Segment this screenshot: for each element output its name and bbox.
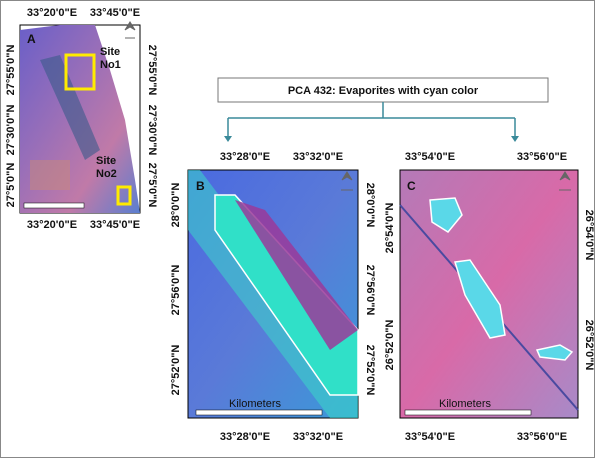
left-coordinate: 27°55'0"N: [5, 45, 17, 96]
map-feature: [30, 160, 70, 190]
right-coordinate: 26°54'0"N: [583, 210, 595, 261]
bottom-coordinate: 33°54'0"E: [405, 431, 455, 443]
panel-b: B Kilometers: [188, 170, 358, 418]
site-label: Site: [96, 155, 116, 167]
top-coordinate: 33°54'0"E: [405, 151, 455, 163]
connector: [228, 102, 515, 138]
left-coordinate: 27°56'0"N: [170, 265, 182, 316]
scale-label: Kilometers: [229, 398, 281, 410]
panel-label: B: [196, 179, 205, 193]
site-label: No2: [96, 168, 117, 180]
top-coordinate: 33°56'0"E: [517, 151, 567, 163]
bottom-coordinate: 33°32'0"E: [293, 431, 343, 443]
right-coordinate: 27°55'0"N: [146, 45, 158, 96]
bottom-coordinate: 33°20'0"E: [27, 219, 77, 231]
scale-bar: [24, 203, 84, 208]
banner-text: PCA 432: Evaporites with cyan color: [288, 85, 479, 97]
left-coordinate: 26°54'0"N: [384, 203, 396, 254]
panel-label: C: [407, 179, 416, 193]
panel-label: A: [27, 32, 36, 46]
right-coordinate: 27°52'0"N: [364, 345, 376, 396]
left-coordinate: 27°52'0"N: [170, 345, 182, 396]
top-coordinate: 33°32'0"E: [293, 151, 343, 163]
panel-a: A Site No1 Site No2: [20, 22, 140, 213]
panel-c: C Kilometers: [400, 170, 578, 418]
left-coordinate: 26°52'0"N: [384, 320, 396, 371]
scale-bar: [405, 410, 531, 415]
scale-bar: [196, 410, 322, 415]
figure: A Site No1 Site No2 PCA 432: Evaporites …: [0, 0, 595, 458]
left-coordinate: 27°30'0"N: [5, 105, 17, 156]
site-label: No1: [100, 59, 121, 71]
left-coordinate: 28°0'0"N: [170, 183, 182, 228]
scale-label: Kilometers: [439, 398, 491, 410]
right-coordinate: 27°56'0"N: [364, 265, 376, 316]
top-coordinate: 33°20'0"E: [27, 7, 77, 19]
top-coordinate: 33°45'0"E: [90, 7, 140, 19]
right-coordinate: 28°0'0"N: [364, 183, 376, 228]
arrow-head: [224, 136, 519, 142]
left-coordinate: 27°5'0"N: [5, 163, 17, 208]
bottom-coordinate: 33°28'0"E: [220, 431, 270, 443]
top-coordinate: 33°28'0"E: [220, 151, 270, 163]
bottom-coordinate: 33°56'0"E: [517, 431, 567, 443]
right-coordinate: 27°5'0"N: [146, 163, 158, 208]
page: A Site No1 Site No2 PCA 432: Evaporites …: [0, 0, 595, 458]
right-coordinate: 26°52'0"N: [583, 320, 595, 371]
site-label: Site: [100, 46, 120, 58]
right-coordinate: 27°30'0"N: [146, 105, 158, 156]
bottom-coordinate: 33°45'0"E: [90, 219, 140, 231]
